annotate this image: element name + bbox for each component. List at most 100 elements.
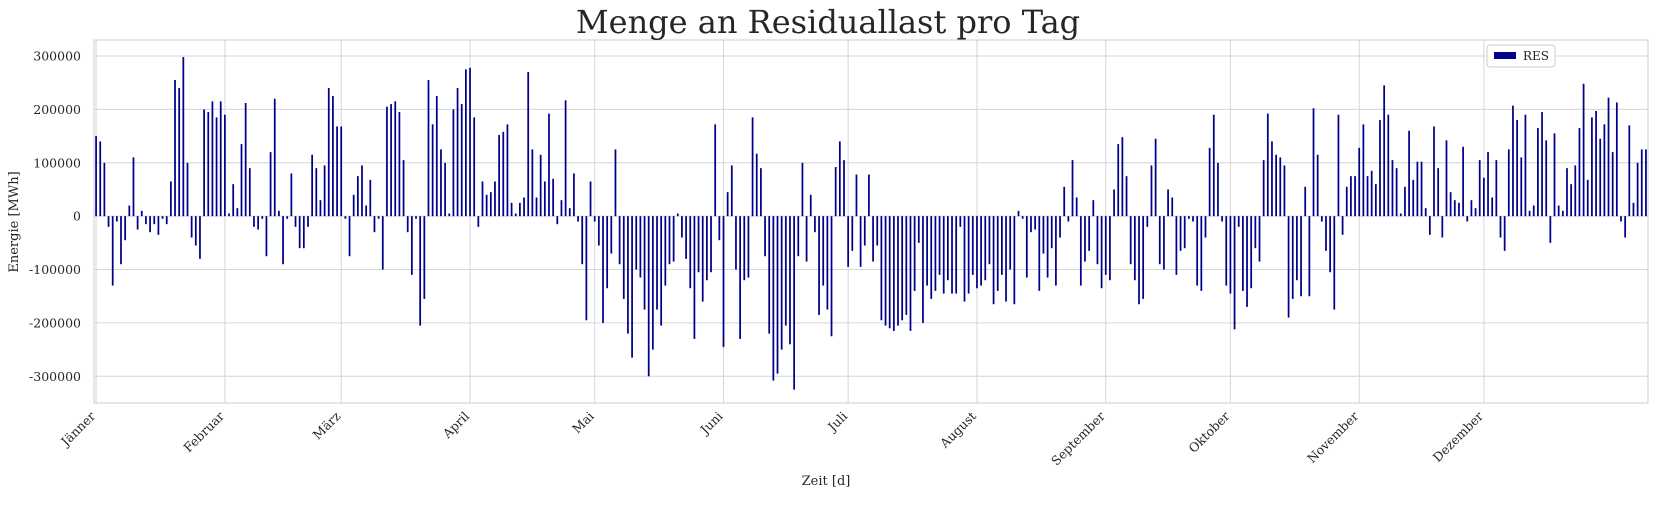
bar <box>930 216 933 299</box>
bar <box>1242 216 1244 291</box>
bar <box>502 131 505 217</box>
bar <box>809 194 812 217</box>
bar <box>514 213 517 217</box>
bar <box>1566 168 1568 217</box>
bar <box>1362 124 1365 217</box>
bar <box>477 216 480 227</box>
bar <box>618 216 621 265</box>
bar <box>614 149 617 217</box>
bar <box>938 216 941 275</box>
bar <box>1470 200 1473 217</box>
bar <box>706 216 708 281</box>
bar <box>361 165 363 217</box>
bar <box>664 216 667 286</box>
bar <box>593 216 596 222</box>
chart-title: Menge an Residuallast pro Tag <box>576 3 1080 41</box>
bar <box>714 124 717 217</box>
bar <box>1079 216 1082 286</box>
bar <box>232 184 235 217</box>
bar <box>1001 216 1003 275</box>
legend-swatch <box>1494 52 1516 59</box>
bar <box>951 216 953 294</box>
bar-series <box>95 57 1647 390</box>
bar <box>980 216 982 286</box>
bar <box>955 216 958 294</box>
bar <box>548 113 550 217</box>
bar <box>814 216 816 233</box>
bar <box>365 205 368 217</box>
bar <box>1312 108 1315 217</box>
bar <box>1507 149 1510 217</box>
bar <box>1366 176 1369 217</box>
bar <box>922 216 924 323</box>
bar <box>1545 140 1548 217</box>
bar <box>863 216 866 246</box>
bar <box>1316 154 1319 217</box>
bar <box>909 216 912 331</box>
bar <box>1117 144 1120 217</box>
bar <box>352 194 355 217</box>
bar <box>672 216 675 262</box>
bar <box>1096 216 1099 265</box>
bar <box>1150 165 1153 217</box>
bar <box>1038 216 1041 291</box>
bar <box>207 112 210 217</box>
bar <box>1092 200 1095 217</box>
bar <box>992 216 995 305</box>
bar <box>203 109 205 217</box>
bar <box>1591 117 1593 217</box>
bar <box>1125 176 1128 217</box>
bar <box>1308 216 1311 297</box>
bar <box>1553 133 1556 217</box>
bar <box>722 216 725 347</box>
bar <box>1279 157 1282 217</box>
bar <box>1424 208 1427 217</box>
bar <box>988 216 991 265</box>
bar <box>332 96 334 217</box>
bar <box>431 124 434 217</box>
bar <box>1404 186 1406 217</box>
bar <box>1512 105 1514 217</box>
bar <box>543 181 546 217</box>
bar <box>157 216 160 235</box>
bar <box>103 162 106 217</box>
bar <box>631 216 633 358</box>
bar <box>236 208 239 217</box>
bar <box>1030 216 1032 233</box>
bar <box>1204 216 1207 238</box>
bar <box>527 72 530 217</box>
bar <box>1246 216 1248 307</box>
bar <box>278 210 280 217</box>
bar <box>560 200 563 217</box>
bar <box>194 216 197 246</box>
bar <box>390 104 392 217</box>
y-tick-label: 0 <box>73 209 81 224</box>
bar <box>1387 114 1390 217</box>
bar <box>610 216 613 254</box>
bar <box>1283 165 1286 217</box>
x-axis-label: Zeit [d] <box>802 474 851 489</box>
bar <box>681 216 683 238</box>
bar <box>348 216 351 257</box>
bar <box>1541 112 1543 217</box>
bar <box>1491 197 1494 217</box>
bar <box>473 117 476 217</box>
bar <box>1408 130 1410 217</box>
bar <box>1071 160 1074 217</box>
bar <box>597 216 600 246</box>
bar <box>498 135 500 217</box>
bar <box>1266 113 1269 217</box>
bar <box>1441 216 1444 238</box>
bar <box>1341 216 1344 235</box>
bar <box>697 216 700 273</box>
bar <box>1129 216 1132 265</box>
legend: RES <box>1486 44 1556 68</box>
bar <box>1042 216 1045 254</box>
bar <box>1358 147 1361 217</box>
bar <box>1013 216 1016 305</box>
bar <box>801 162 804 217</box>
bar <box>373 216 376 233</box>
bar <box>178 88 181 217</box>
y-tick-label: 300000 <box>33 49 81 64</box>
bar <box>369 179 372 217</box>
